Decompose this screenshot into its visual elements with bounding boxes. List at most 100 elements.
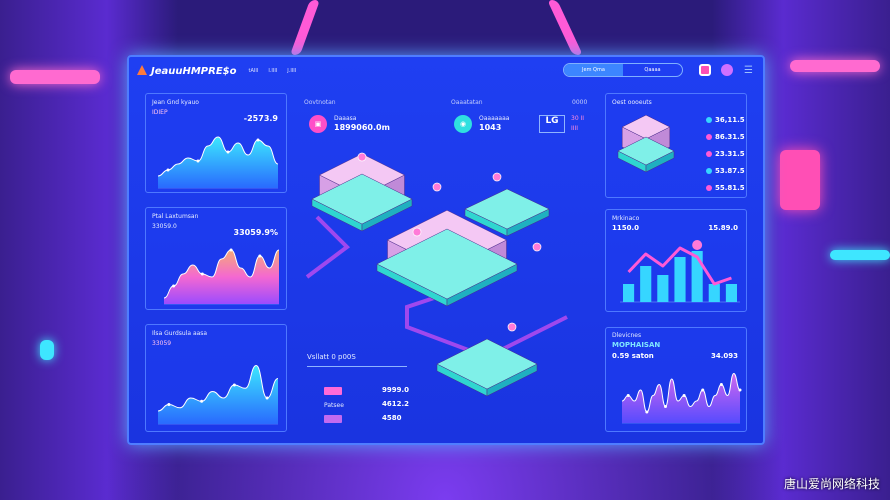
stat-heading: Oaaatatan xyxy=(451,99,483,106)
calendar-icon[interactable] xyxy=(699,64,711,76)
pallet-top xyxy=(376,228,518,300)
area-chart xyxy=(157,364,279,425)
pallet-top xyxy=(436,338,538,390)
card-subtitle-2: 0.59 saton xyxy=(612,352,654,360)
card-right-1: Oest oooeuts 36,11.5 86.31.5 23.31.5 53.… xyxy=(605,93,747,198)
pallet xyxy=(464,188,550,237)
map-pin-icon xyxy=(412,227,422,237)
view-toggle[interactable]: Jem Qma Qaaaa xyxy=(563,63,683,77)
bar xyxy=(657,275,669,302)
bar xyxy=(674,257,686,302)
avatar[interactable] xyxy=(721,64,733,76)
neon-light xyxy=(10,70,100,84)
divider xyxy=(307,366,407,367)
card-title: Oest oooeuts xyxy=(612,99,652,106)
neon-light xyxy=(780,150,820,210)
card-subtitle: MOPHAISAN xyxy=(612,341,661,349)
row-label: Patsee xyxy=(324,402,344,409)
card-subtitle: 1150.0 xyxy=(612,224,640,232)
data-point xyxy=(200,272,204,276)
card-subtitle: 33059.0 xyxy=(152,223,177,230)
card-left-3: Ilsa Gurdsula aasa 33059 xyxy=(145,324,287,432)
pallet-top xyxy=(311,173,413,225)
neon-light xyxy=(830,250,890,260)
data-point xyxy=(738,388,742,392)
card-left-1: Jean Gnd kyauo IDIEP -2573.9 xyxy=(145,93,287,193)
color-swatch xyxy=(324,415,342,423)
nav-item[interactable]: J.IIII xyxy=(287,68,297,74)
data-point xyxy=(682,394,686,397)
stat-label: Daaasa xyxy=(334,115,357,122)
card-value: 34.093 xyxy=(710,352,738,360)
pallet xyxy=(436,338,538,397)
nav-item[interactable]: tAIII xyxy=(248,68,259,74)
legend-dot xyxy=(706,134,712,140)
header: JeauuHMPRE$o tAIII I.IIII J.IIII Jem Qma… xyxy=(137,63,755,79)
neon-light xyxy=(790,60,880,72)
menu-icon[interactable]: ☰ xyxy=(744,65,753,76)
data-point xyxy=(226,150,230,154)
data-point xyxy=(172,284,176,288)
nav-item[interactable]: I.IIII xyxy=(268,68,278,74)
data-point xyxy=(229,248,233,252)
bar xyxy=(640,266,652,302)
data-point xyxy=(645,410,649,414)
map-pin-icon xyxy=(492,172,502,182)
toggle-option-active[interactable]: Jem Qma xyxy=(564,64,623,76)
bar xyxy=(691,251,703,302)
legend-dot xyxy=(706,151,712,157)
legend-dot xyxy=(706,117,712,123)
watermark: 唐山爱尚网络科技 xyxy=(783,477,880,491)
route-path xyxy=(305,215,568,360)
app-logo: JeauuHMPRE$o xyxy=(151,65,237,77)
stat-label: Oaaaaaaa xyxy=(479,115,510,122)
legend-dot xyxy=(706,185,712,191)
card-value: -2573.9 xyxy=(243,114,278,123)
card-subtitle: 33059 xyxy=(152,340,172,347)
data-point xyxy=(265,396,269,400)
data-point xyxy=(166,168,170,172)
area-fill xyxy=(164,250,279,304)
data-point xyxy=(701,388,705,392)
logistics-badge[interactable]: LG xyxy=(539,115,565,133)
data-point xyxy=(258,254,262,258)
map-pin-icon xyxy=(357,152,367,162)
legend-item: 53.87.5 xyxy=(706,167,745,184)
trend-line xyxy=(627,246,732,286)
stat-value: 1899060.0m xyxy=(334,123,390,132)
card-title: Ptal Laxtumsan xyxy=(152,213,199,220)
pallet-box-illustration xyxy=(617,114,675,173)
map-pin-icon xyxy=(432,182,442,192)
pallet-top xyxy=(464,188,550,230)
card-title: Dlevicnes xyxy=(612,332,642,339)
legend-item: 55.81.5 xyxy=(706,184,745,201)
toggle-option[interactable]: Qaaaa xyxy=(644,67,661,73)
stat-heading: Oovtnotan xyxy=(304,99,336,106)
map-pin-icon xyxy=(532,242,542,252)
row-value: 9999.0 xyxy=(382,386,410,394)
data-point xyxy=(663,405,667,408)
pallet xyxy=(376,228,518,307)
card-subtitle: IDIEP xyxy=(152,109,168,116)
card-left-2: Ptal Laxtumsan 33059.0 33059.9% xyxy=(145,207,287,310)
pallet xyxy=(311,173,413,232)
warehouse-pallets-scene xyxy=(305,152,568,397)
area-chart xyxy=(621,372,742,424)
card-title: Jean Gnd kyauo xyxy=(152,99,199,106)
badge-value: 30 II xyxy=(571,115,585,122)
data-point xyxy=(196,159,200,163)
data-point xyxy=(232,383,236,387)
bar xyxy=(708,284,720,302)
card-right-3: Dlevicnes MOPHAISAN 0.59 saton 34.093 xyxy=(605,327,747,432)
dashboard-window: JeauuHMPRE$o tAIII I.IIII J.IIII Jem Qma… xyxy=(127,55,765,445)
legend-dot xyxy=(706,168,712,174)
data-point xyxy=(256,138,260,142)
pallet xyxy=(617,136,675,173)
area-chart xyxy=(157,136,279,189)
card-right-2: Mrkinaco 1150.0 15.89.0 xyxy=(605,209,747,312)
bar xyxy=(623,284,635,302)
stat-value: 1043 xyxy=(479,123,502,132)
neon-light xyxy=(40,340,54,360)
series-line xyxy=(157,364,279,412)
badge-label: 0000 xyxy=(572,99,588,106)
